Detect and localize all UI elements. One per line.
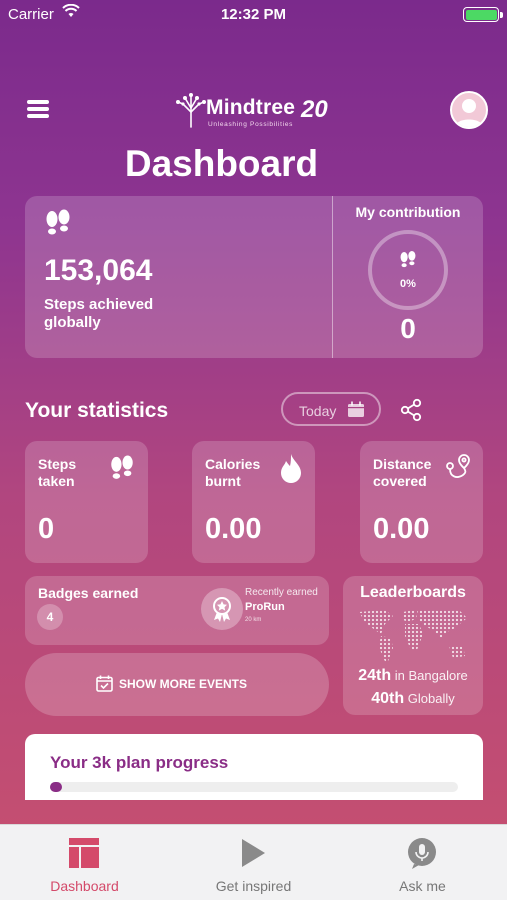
recently-earned-label: Recently earned (245, 587, 318, 598)
global-steps-card: 153,064 Steps achieved globally My contr… (25, 196, 483, 358)
status-bar: Carrier 12:32 PM (0, 0, 507, 30)
global-rank: 40th Globally (343, 690, 483, 708)
status-time: 12:32 PM (220, 6, 287, 23)
global-rank-value: 40th (371, 690, 405, 707)
tab-dashboard[interactable]: Dashboard (0, 825, 169, 900)
menu-icon[interactable] (27, 100, 49, 118)
wifi-icon (62, 4, 80, 17)
plan-progress-bar (50, 782, 458, 792)
plan-progress-card[interactable]: Your 3k plan progress (25, 734, 483, 800)
logo-tagline: Unleashing Possibilities (208, 121, 294, 128)
steps-taken-card: Steps taken 0 (25, 441, 148, 563)
global-steps-label: Steps achieved globally (44, 296, 154, 331)
tab-ask-me-label: Ask me (399, 878, 446, 894)
footprints-icon (111, 455, 133, 479)
period-label: Today (299, 403, 337, 419)
recent-badge-distance: 20 km (245, 617, 262, 623)
calendar-icon (348, 401, 364, 417)
statistics-title: Your statistics (25, 399, 169, 422)
global-rank-scope: Globally (404, 691, 455, 706)
calories-card: Calories burnt 0.00 (192, 441, 315, 563)
play-icon (242, 839, 265, 867)
contribution-ring: 0% (368, 230, 448, 310)
distance-value: 0.00 (373, 513, 430, 545)
steps-taken-value: 0 (38, 513, 55, 545)
calendar-check-icon (96, 675, 113, 692)
calories-value: 0.00 (205, 513, 262, 545)
steps-taken-label: Steps taken (38, 456, 77, 489)
local-rank: 24th in Bangalore (343, 667, 483, 685)
contribution-value: 0 (400, 313, 416, 344)
dashboard-icon (69, 838, 99, 868)
profile-avatar[interactable] (450, 91, 488, 129)
calories-label: Calories burnt (205, 456, 261, 489)
badges-count: 4 (37, 604, 63, 630)
local-rank-scope: in Bangalore (391, 668, 468, 683)
plan-progress-label: Your 3k plan progress (50, 753, 229, 772)
period-selector[interactable]: Today (281, 392, 381, 426)
distance-card: Distance covered 0.00 (360, 441, 483, 563)
mindtree-logo: Mindtree Unleashing Possibilities 20 (176, 92, 336, 132)
local-rank-value: 24th (358, 667, 392, 684)
logo-anniversary-badge: 20 (301, 96, 328, 123)
tab-get-inspired-label: Get inspired (215, 878, 292, 894)
leaderboards-title: Leaderboards (360, 584, 466, 601)
tab-dashboard-label: Dashboard (50, 878, 119, 894)
carrier-label: Carrier (8, 6, 54, 23)
route-icon (446, 454, 470, 478)
card-divider (332, 196, 333, 358)
flame-icon (281, 454, 301, 483)
contribution-percent: 0% (400, 278, 416, 290)
footprints-icon (400, 250, 416, 268)
tree-logo-icon (176, 93, 206, 128)
contribution-title: My contribution (355, 204, 461, 220)
badges-card[interactable]: Badges earned 4 Recently earned ProRun 2… (25, 576, 329, 645)
microphone-chat-icon (408, 838, 436, 869)
world-map-icon (359, 610, 467, 664)
user-icon (455, 99, 483, 127)
page-title: Dashboard (124, 143, 319, 184)
distance-label: Distance covered (373, 456, 432, 489)
footprints-icon (46, 209, 70, 235)
show-more-events-button[interactable]: SHOW MORE EVENTS (25, 653, 329, 716)
tab-bar: Dashboard Get inspired Ask me (0, 824, 507, 900)
logo-name: Mindtree (206, 96, 296, 119)
badges-label: Badges earned (38, 585, 139, 601)
share-icon[interactable] (400, 398, 422, 422)
tab-ask-me[interactable]: Ask me (338, 825, 507, 900)
battery-icon (463, 7, 503, 22)
tab-get-inspired[interactable]: Get inspired (169, 825, 338, 900)
leaderboards-card[interactable]: Leaderboards 24th in Bangalore 40th Glob… (343, 576, 483, 715)
recent-badge-name: ProRun (245, 601, 285, 613)
medal-icon (201, 588, 243, 630)
plan-progress-fill (50, 782, 63, 792)
show-more-events-label: SHOW MORE EVENTS (119, 677, 248, 691)
global-steps-value: 153,064 (44, 254, 153, 287)
